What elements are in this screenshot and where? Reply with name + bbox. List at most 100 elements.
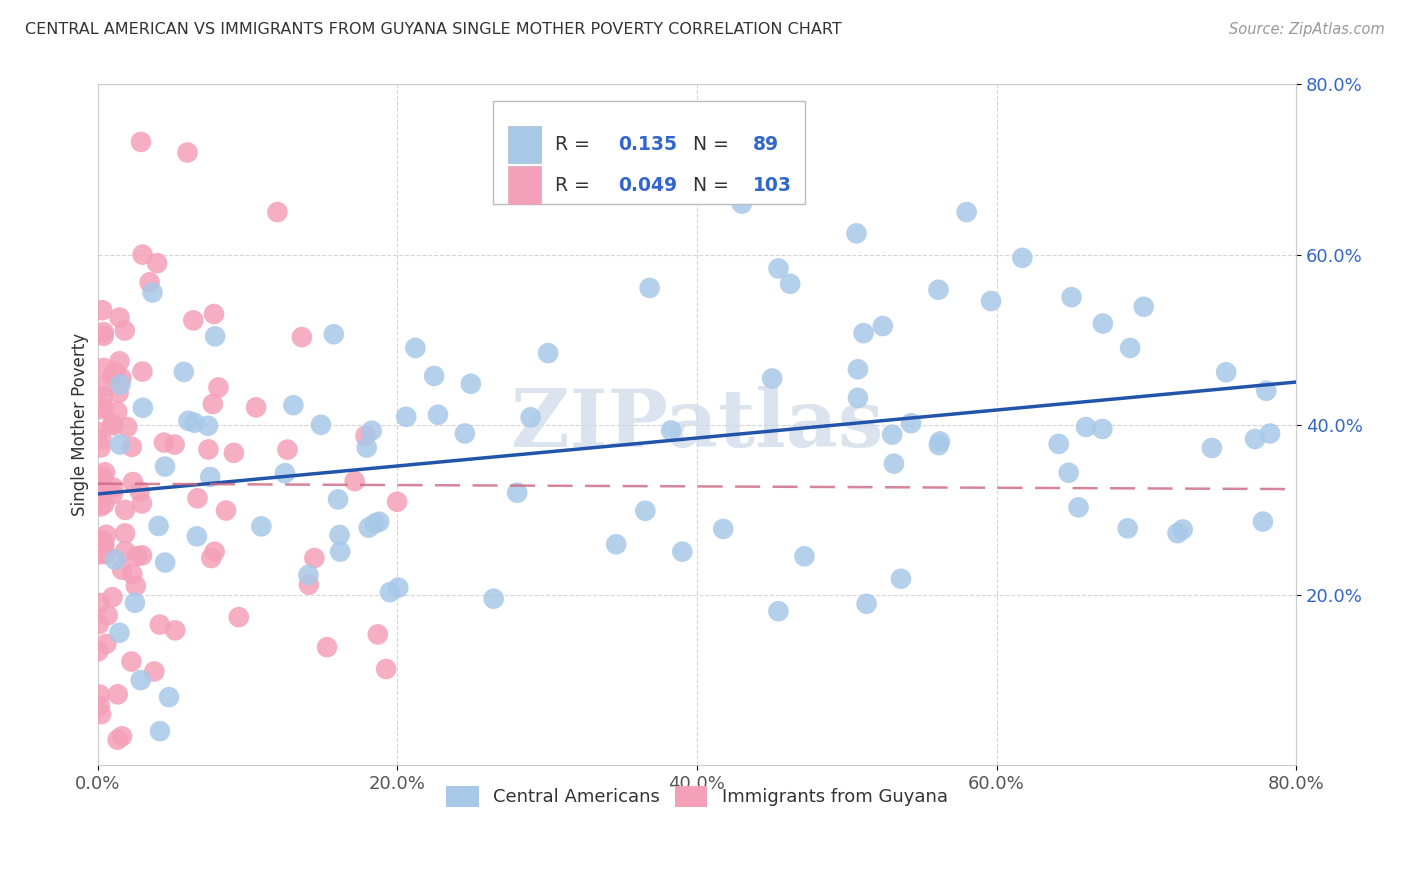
Point [90, 433, 112, 447]
Point [101, 369, 124, 384]
Text: 0.049: 0.049 [617, 176, 676, 194]
Point [107, 386, 129, 401]
Point [1244, 432, 1267, 446]
Point [711, 522, 734, 536]
Point [768, 261, 790, 276]
Point [132, 401, 155, 415]
Point [367, 627, 389, 641]
Point [96, 528, 118, 542]
Point [153, 435, 176, 450]
Point [638, 281, 661, 295]
Point [956, 205, 979, 219]
Point [108, 310, 131, 325]
Text: 0.135: 0.135 [617, 135, 676, 153]
Point [111, 729, 134, 743]
Point [115, 420, 138, 434]
Point [202, 307, 225, 321]
Point [125, 549, 148, 563]
Point [90, 380, 112, 394]
Point [153, 556, 176, 570]
Point [89, 470, 111, 484]
Point [186, 529, 208, 543]
Point [87, 479, 110, 493]
Point [143, 665, 166, 679]
Point [200, 470, 222, 484]
FancyBboxPatch shape [508, 167, 541, 204]
Point [103, 480, 125, 494]
Text: Source: ZipAtlas.com: Source: ZipAtlas.com [1229, 22, 1385, 37]
Point [1201, 441, 1223, 455]
Point [129, 135, 152, 149]
Point [297, 568, 319, 582]
Point [122, 475, 145, 489]
Point [89, 698, 111, 713]
Point [121, 440, 143, 454]
Point [157, 690, 180, 705]
Point [101, 487, 124, 501]
Point [146, 256, 169, 270]
Point [149, 617, 172, 632]
Y-axis label: Single Mother Poverty: Single Mother Poverty [72, 334, 89, 516]
Point [928, 438, 950, 452]
Point [186, 491, 208, 506]
Text: R =: R = [555, 176, 596, 194]
Point [1047, 437, 1070, 451]
Point [245, 401, 267, 415]
Point [177, 414, 200, 428]
Point [91, 303, 114, 318]
Point [131, 549, 153, 563]
Point [882, 427, 904, 442]
Point [575, 167, 598, 181]
Point [846, 362, 869, 376]
Point [298, 577, 321, 591]
Point [176, 145, 198, 160]
Point [91, 490, 114, 504]
Point [93, 360, 115, 375]
Point [94, 465, 117, 479]
Point [326, 492, 349, 507]
Point [731, 196, 754, 211]
Point [105, 404, 128, 418]
Point [354, 429, 377, 443]
Point [427, 408, 450, 422]
Point [128, 484, 150, 499]
Text: R =: R = [555, 135, 596, 153]
Point [90, 441, 112, 455]
Point [375, 662, 398, 676]
Point [364, 516, 387, 531]
Point [228, 610, 250, 624]
Point [96, 637, 118, 651]
Point [283, 398, 305, 412]
Point [125, 579, 148, 593]
Point [197, 418, 219, 433]
Point [173, 365, 195, 379]
Point [378, 585, 401, 599]
Point [304, 551, 326, 566]
Point [108, 437, 131, 451]
Text: N =: N = [693, 176, 735, 194]
Point [360, 424, 382, 438]
Point [454, 426, 477, 441]
Point [215, 503, 238, 517]
Point [1091, 422, 1114, 436]
Point [980, 293, 1002, 308]
Point [605, 537, 627, 551]
Point [927, 283, 949, 297]
Point [91, 470, 114, 484]
Point [91, 475, 114, 489]
Point [110, 377, 132, 392]
Point [309, 417, 332, 432]
Point [107, 687, 129, 701]
Point [343, 474, 366, 488]
Point [103, 418, 125, 433]
Point [138, 276, 160, 290]
Point [900, 416, 922, 430]
Point [163, 437, 186, 451]
Text: 89: 89 [754, 135, 779, 153]
Point [883, 457, 905, 471]
Point [506, 485, 529, 500]
Point [93, 401, 115, 415]
Point [93, 539, 115, 553]
Point [423, 368, 446, 383]
Point [1116, 521, 1139, 535]
